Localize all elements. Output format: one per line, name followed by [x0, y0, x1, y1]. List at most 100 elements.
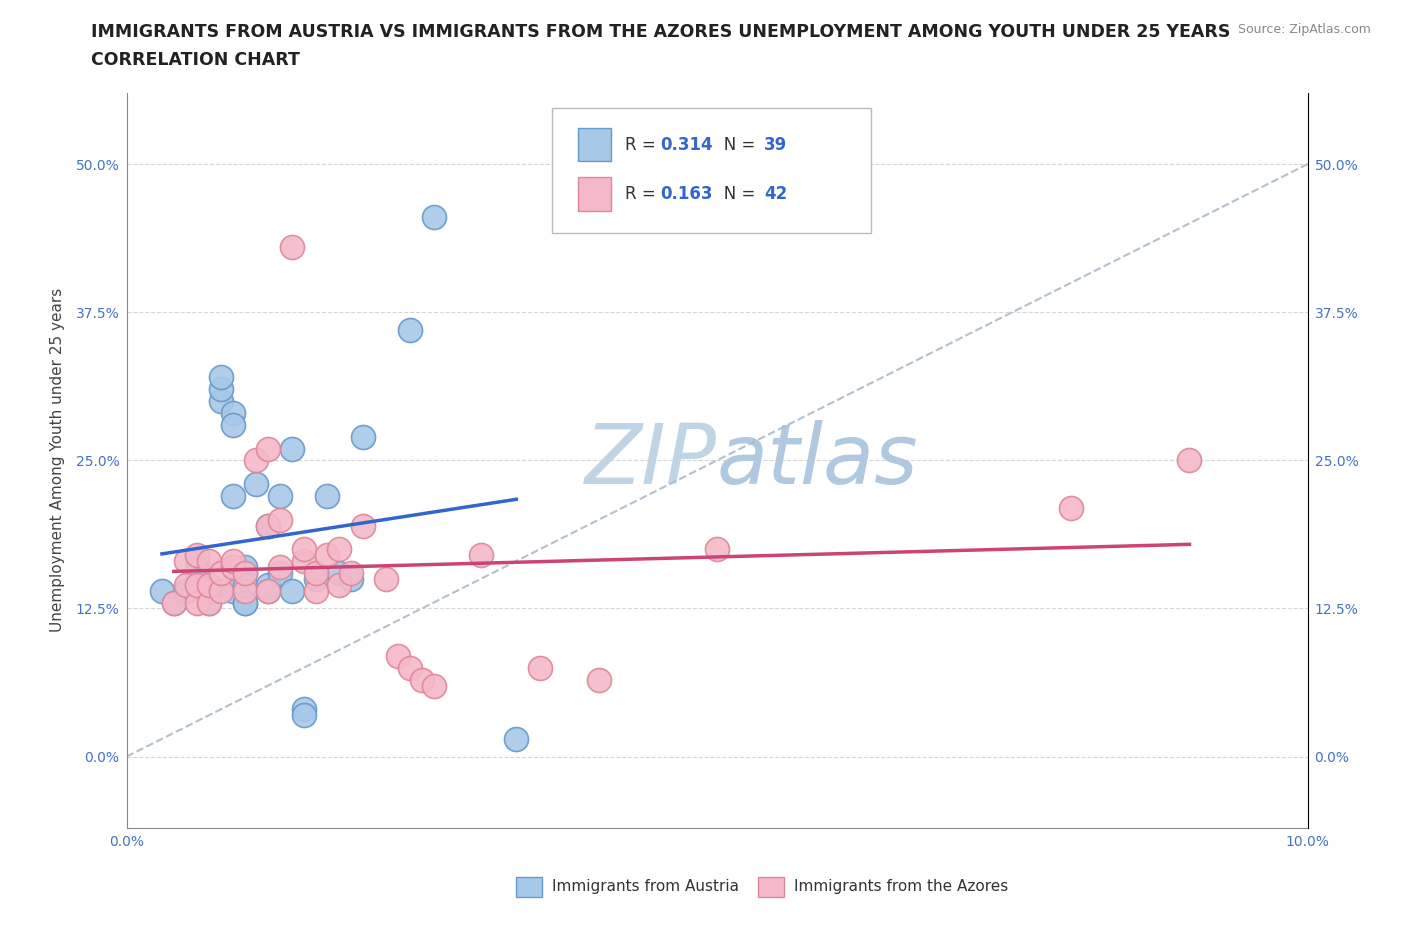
Point	[174, 583, 197, 598]
Point	[198, 553, 221, 568]
Point	[233, 560, 256, 575]
Point	[292, 702, 315, 717]
Text: 39: 39	[765, 136, 787, 153]
Point	[233, 578, 256, 592]
Point	[233, 595, 256, 610]
Point	[352, 430, 374, 445]
Point	[233, 595, 256, 610]
Point	[328, 565, 350, 580]
Point	[233, 565, 256, 580]
Point	[209, 382, 232, 397]
Point	[269, 512, 291, 527]
Point	[292, 553, 315, 568]
Point	[529, 660, 551, 675]
FancyBboxPatch shape	[578, 128, 610, 161]
Point	[316, 488, 339, 503]
Point	[222, 553, 245, 568]
Point	[340, 571, 363, 586]
Point	[269, 565, 291, 580]
Text: Immigrants from Austria: Immigrants from Austria	[551, 879, 738, 894]
Point	[222, 560, 245, 575]
Point	[222, 418, 245, 432]
Text: Immigrants from the Azores: Immigrants from the Azores	[794, 879, 1008, 894]
Point	[281, 583, 304, 598]
Point	[186, 548, 208, 563]
FancyBboxPatch shape	[516, 877, 543, 897]
Text: 0.314: 0.314	[661, 136, 713, 153]
Point	[257, 441, 280, 456]
Point	[281, 441, 304, 456]
Point	[340, 565, 363, 580]
Point	[422, 678, 444, 693]
Point	[292, 708, 315, 723]
Point	[174, 578, 197, 592]
Point	[505, 731, 527, 746]
Point	[588, 672, 610, 687]
Text: CORRELATION CHART: CORRELATION CHART	[91, 51, 301, 69]
Point	[198, 595, 221, 610]
Text: R =: R =	[624, 185, 661, 204]
Point	[316, 548, 339, 563]
Text: 0.163: 0.163	[661, 185, 713, 204]
Point	[328, 542, 350, 557]
Point	[186, 565, 208, 580]
Text: Source: ZipAtlas.com: Source: ZipAtlas.com	[1237, 23, 1371, 36]
Point	[304, 583, 326, 598]
Point	[257, 583, 280, 598]
Point	[281, 240, 304, 255]
Point	[399, 660, 422, 675]
Point	[1060, 500, 1083, 515]
Point	[245, 453, 267, 468]
FancyBboxPatch shape	[578, 178, 610, 210]
Point	[186, 595, 208, 610]
Point	[163, 595, 186, 610]
Point	[1178, 453, 1201, 468]
Point	[174, 553, 197, 568]
Point	[411, 672, 433, 687]
Point	[209, 583, 232, 598]
FancyBboxPatch shape	[551, 108, 870, 232]
Text: atlas: atlas	[717, 419, 918, 501]
Point	[233, 565, 256, 580]
Point	[209, 565, 232, 580]
Point	[163, 595, 186, 610]
Point	[209, 393, 232, 408]
Point	[269, 488, 291, 503]
Point	[387, 648, 409, 663]
Point	[292, 542, 315, 557]
Point	[375, 571, 398, 586]
Point	[257, 518, 280, 533]
Point	[233, 583, 256, 598]
Point	[399, 323, 422, 338]
Point	[222, 488, 245, 503]
Point	[422, 210, 444, 225]
Point	[245, 476, 267, 491]
Point	[352, 518, 374, 533]
Text: R =: R =	[624, 136, 661, 153]
Text: N =: N =	[707, 136, 761, 153]
Point	[222, 405, 245, 420]
Point	[198, 583, 221, 598]
Point	[222, 583, 245, 598]
Point	[257, 578, 280, 592]
Text: 42: 42	[765, 185, 787, 204]
Text: ZIP: ZIP	[585, 419, 717, 501]
Point	[222, 560, 245, 575]
Text: N =: N =	[707, 185, 761, 204]
Point	[269, 560, 291, 575]
Point	[209, 370, 232, 385]
Point	[470, 548, 492, 563]
Point	[328, 578, 350, 592]
Point	[257, 583, 280, 598]
Text: IMMIGRANTS FROM AUSTRIA VS IMMIGRANTS FROM THE AZORES UNEMPLOYMENT AMONG YOUTH U: IMMIGRANTS FROM AUSTRIA VS IMMIGRANTS FR…	[91, 23, 1230, 41]
Point	[257, 518, 280, 533]
Point	[233, 583, 256, 598]
Point	[304, 565, 326, 580]
Point	[304, 571, 326, 586]
Point	[198, 595, 221, 610]
Point	[198, 578, 221, 592]
FancyBboxPatch shape	[758, 877, 785, 897]
Point	[150, 583, 173, 598]
Point	[186, 578, 208, 592]
Point	[706, 542, 728, 557]
